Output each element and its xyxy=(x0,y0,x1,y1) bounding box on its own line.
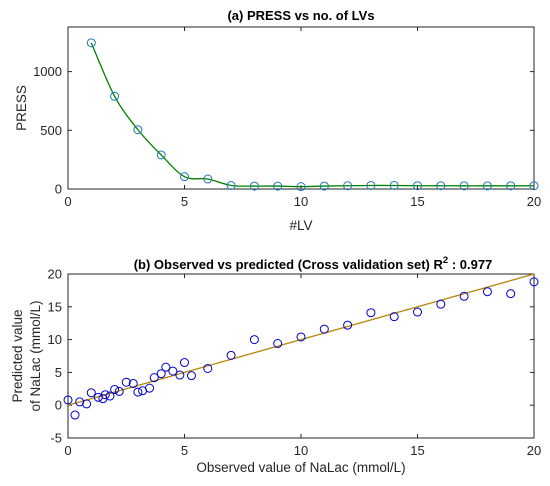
chart-0-xtick-label: 0 xyxy=(64,194,71,209)
chart-b-point xyxy=(133,387,143,397)
chart-b-point xyxy=(121,377,131,387)
chart-b-point xyxy=(273,339,283,349)
chart-1-xtick-label: 20 xyxy=(527,443,541,458)
chart-a-point xyxy=(366,180,376,190)
chart-b-point xyxy=(110,384,120,394)
chart-b-ylabel-line2: of NaLac (mmol/L) xyxy=(28,300,43,411)
chart-b-point xyxy=(506,289,516,299)
chart-b-point xyxy=(482,287,492,297)
chart-a-xlabel: #LV xyxy=(289,218,312,233)
chart-a-series-line xyxy=(90,42,535,188)
chart-b-title: (b) Observed vs predicted (Cross validat… xyxy=(134,255,493,272)
chart-a-point xyxy=(133,125,143,135)
chart-a-point xyxy=(459,181,469,191)
chart-1-ytick-label: 10 xyxy=(48,332,62,347)
chart-b-title-main: (b) Observed vs predicted (Cross validat… xyxy=(134,257,444,272)
chart-a-point xyxy=(226,180,236,190)
chart-b-point xyxy=(319,324,329,334)
chart-a-point xyxy=(249,181,259,191)
chart-0-xtick-label: 20 xyxy=(527,194,541,209)
chart-0-ytick-label: 1000 xyxy=(33,64,62,79)
chart-a-point xyxy=(506,181,516,191)
chart-1-xtick-label: 15 xyxy=(410,443,424,458)
chart-b-fit-line xyxy=(67,273,535,406)
chart-a-point xyxy=(180,172,189,182)
chart-observed-vs-predicted: (b) Observed vs predicted (Cross validat… xyxy=(10,255,541,475)
chart-a-point xyxy=(529,181,539,191)
chart-0-xtick-label: 5 xyxy=(181,194,188,209)
chart-1-ytick-label: 20 xyxy=(48,267,62,282)
chart-a-point xyxy=(436,181,446,191)
chart-a-point xyxy=(296,182,306,192)
chart-0-ytick-label: 0 xyxy=(55,182,62,197)
chart-b-point xyxy=(70,410,80,420)
chart-b-point xyxy=(156,369,166,379)
chart-a-point xyxy=(389,180,399,190)
chart-a-point xyxy=(343,181,353,191)
chart-b-point xyxy=(296,332,306,342)
chart-1-ytick-label: 15 xyxy=(48,299,62,314)
chart-b-point xyxy=(343,320,353,330)
chart-b-point xyxy=(82,399,92,409)
chart-1-xtick-label: 0 xyxy=(64,443,71,458)
chart-0-xtick-label: 10 xyxy=(294,194,308,209)
chart-1-ytick-label: 5 xyxy=(55,365,62,380)
chart-b-xlabel: Observed value of NaLac (mmol/L) xyxy=(196,460,405,475)
chart-b-point xyxy=(436,299,446,309)
chart-b-point xyxy=(75,397,85,407)
chart-b-title-tail: : 0.977 xyxy=(448,257,492,272)
chart-b-point xyxy=(63,395,73,405)
chart-b-point xyxy=(249,335,259,345)
chart-a-ylabel: PRESS xyxy=(14,85,29,131)
chart-b-point xyxy=(226,350,236,360)
chart-b-point xyxy=(145,383,155,393)
chart-b-point xyxy=(459,291,469,301)
chart-b-point xyxy=(366,308,376,318)
chart-b-point xyxy=(161,362,171,372)
chart-1-xtick-label: 10 xyxy=(294,443,308,458)
chart-b-ylabel-line1: Predicted value xyxy=(10,309,25,402)
chart-a-point xyxy=(413,181,422,191)
chart-a-point xyxy=(156,150,166,160)
chart-a-point xyxy=(110,91,120,101)
chart-b-title-superscript: 2 xyxy=(443,255,448,266)
chart-b-point xyxy=(180,358,189,368)
chart-a-point xyxy=(86,38,96,48)
chart-1-ytick-label: 0 xyxy=(55,398,62,413)
chart-b-point xyxy=(529,277,539,287)
chart-a-point xyxy=(319,181,329,191)
chart-b-point xyxy=(203,363,213,373)
chart-0-xtick-label: 15 xyxy=(410,194,424,209)
chart-a-plot-area xyxy=(67,26,535,190)
chart-b-point xyxy=(100,390,110,400)
chart-b-point xyxy=(175,370,185,380)
chart-a-title: (a) PRESS vs no. of LVs xyxy=(227,8,374,23)
chart-b-point xyxy=(186,371,196,381)
chart-b-point xyxy=(86,388,96,398)
chart-b-point xyxy=(168,366,178,376)
chart-0-ytick-label: 500 xyxy=(40,123,62,138)
chart-a-point xyxy=(482,181,492,191)
chart-b-point xyxy=(105,391,115,401)
chart-b-point xyxy=(413,307,422,317)
chart-b-point xyxy=(389,312,399,322)
chart-1-ytick-label: -5 xyxy=(50,431,62,446)
chart-1-xtick-label: 5 xyxy=(181,443,188,458)
chart-b-point xyxy=(128,379,138,389)
chart-press-vs-lv: (a) PRESS vs no. of LVs 0 5 10 15 20 0 500 1000… xyxy=(14,8,541,233)
chart-b-point xyxy=(149,373,159,383)
chart-b-point xyxy=(114,386,124,396)
chart-a-point xyxy=(203,174,213,184)
chart-b-plot-area xyxy=(67,273,535,439)
chart-a-point xyxy=(273,181,283,191)
